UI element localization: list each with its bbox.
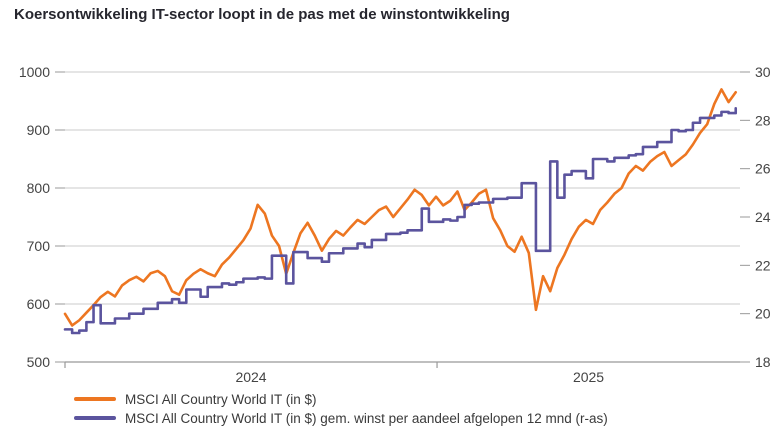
chart-title: Koersontwikkeling IT-sector loopt in de … [14,6,510,23]
left-axis-tick-label: 800 [27,180,51,196]
price-line-swatch-icon [74,397,116,401]
right-axis-tick-label: 24 [755,209,771,225]
left-axis-tick-label: 700 [27,238,51,254]
right-axis-tick-label: 30 [755,64,771,80]
left-axis-tick-label: 500 [27,354,51,370]
right-axis-tick-label: 28 [755,112,771,128]
x-axis-year-label: 2024 [235,369,266,385]
right-axis-tick-label: 18 [755,354,771,370]
right-axis-tick-label: 22 [755,257,771,273]
right-axis-tick-label: 26 [755,161,771,177]
right-axis-tick-label: 20 [755,306,771,322]
eps-line-swatch-icon [74,416,116,420]
left-axis-tick-label: 1000 [19,64,50,80]
series-line-msci-price [63,88,738,327]
legend-label-eps: MSCI All Country World IT (in $) gem. wi… [125,410,608,426]
legend-item-eps: MSCI All Country World IT (in $) gem. wi… [74,409,608,427]
chart-legend: MSCI All Country World IT (in $) MSCI Al… [74,390,608,427]
left-axis-tick-label: 600 [27,296,51,312]
legend-label-price: MSCI All Country World IT (in $) [125,391,317,407]
left-axis-tick-label: 900 [27,122,51,138]
legend-item-price: MSCI All Country World IT (in $) [74,390,608,408]
series-line-msci-eps [63,106,738,335]
x-axis-year-label: 2025 [573,369,604,385]
